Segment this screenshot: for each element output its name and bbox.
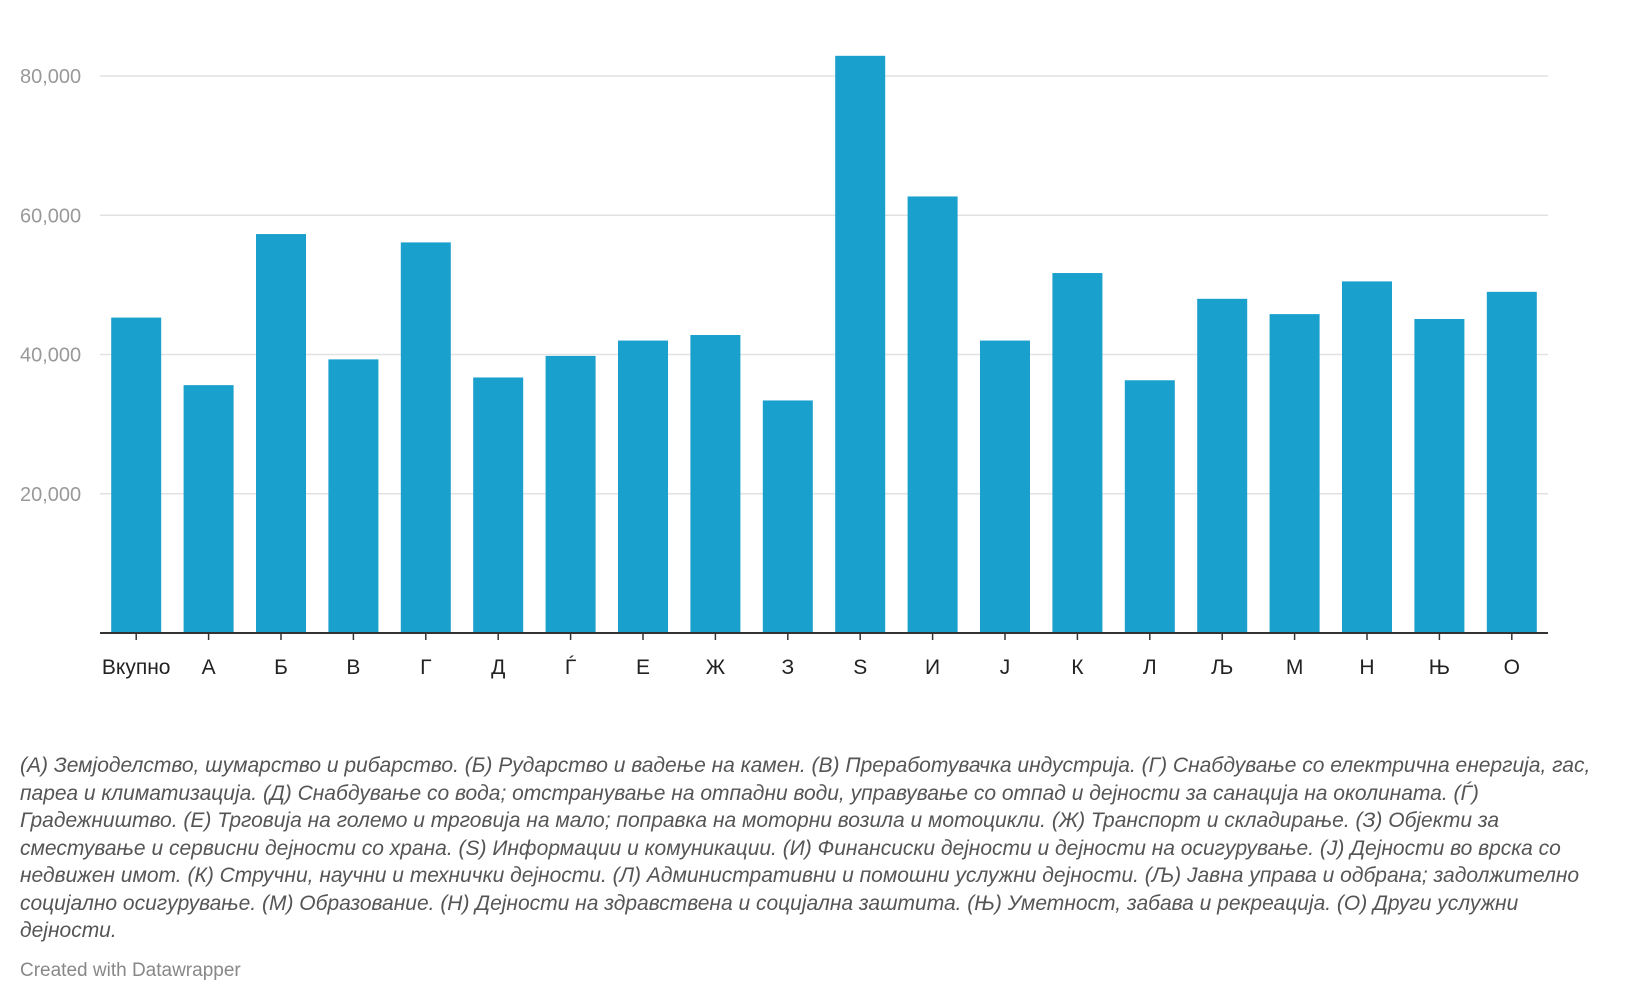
bars [111,55,1537,634]
gridlines [100,75,1548,495]
x-tick-label: Г [420,656,431,679]
x-tick-label: Л [1143,656,1157,679]
x-axis-category-labels: Вкупно А Б В Г Д Ѓ Е Ж З S И Ј К Л Љ М Н Њ О [102,656,1520,679]
bar [545,355,596,633]
x-tick-label: Љ [1211,656,1233,679]
x-tick-label: Ј [1000,656,1011,679]
footnote: (А) Земјоделство, шумарство и рибарство.… [20,754,1591,942]
x-tick-label: Вкупно [102,656,171,679]
x-tick-label: И [925,656,940,679]
bar [762,400,813,633]
bar [690,335,741,633]
x-tick-label: Е [636,656,650,679]
x-tick-label: М [1286,656,1304,679]
credit-text: Created with Datawrapper [20,960,241,981]
bar [835,55,886,633]
bar [111,317,162,633]
x-tick-label: В [346,656,360,679]
x-axis [100,632,1548,640]
bar [618,340,668,633]
bar [980,340,1030,633]
bar [1052,273,1103,633]
bar [400,242,451,633]
x-tick-label: О [1504,656,1520,679]
bar [1269,314,1320,633]
x-tick-label: Њ [1429,656,1450,679]
bar [1197,298,1248,633]
bar [1486,291,1537,633]
y-tick-label: 80,000 [20,66,81,88]
x-tick-label: Б [274,656,288,679]
y-tick-label: 60,000 [20,205,81,227]
bar-chart: 20,000 40,000 60,000 80,000 Вкупно А Б В Г Д Ѓ Е Ж З… [20,55,1548,679]
y-axis-tick-labels: 20,000 40,000 60,000 80,000 [20,66,81,506]
x-tick-label: К [1071,656,1084,679]
y-tick-label: 40,000 [20,345,81,367]
x-tick-label: Д [491,656,505,679]
x-tick-label: Ж [706,656,726,679]
bar [1414,318,1465,633]
bar [907,196,958,634]
bar [1124,380,1175,633]
bar [473,377,524,633]
y-tick-label: 20,000 [20,484,81,506]
x-tick-label: S [853,656,867,679]
bar [328,359,379,633]
bar [256,234,306,633]
bar [183,385,234,633]
x-tick-label: Н [1359,656,1374,679]
bar [1342,281,1392,633]
x-tick-label: Ѓ [565,656,576,679]
x-tick-label: А [202,656,216,679]
x-tick-label: З [781,656,794,679]
